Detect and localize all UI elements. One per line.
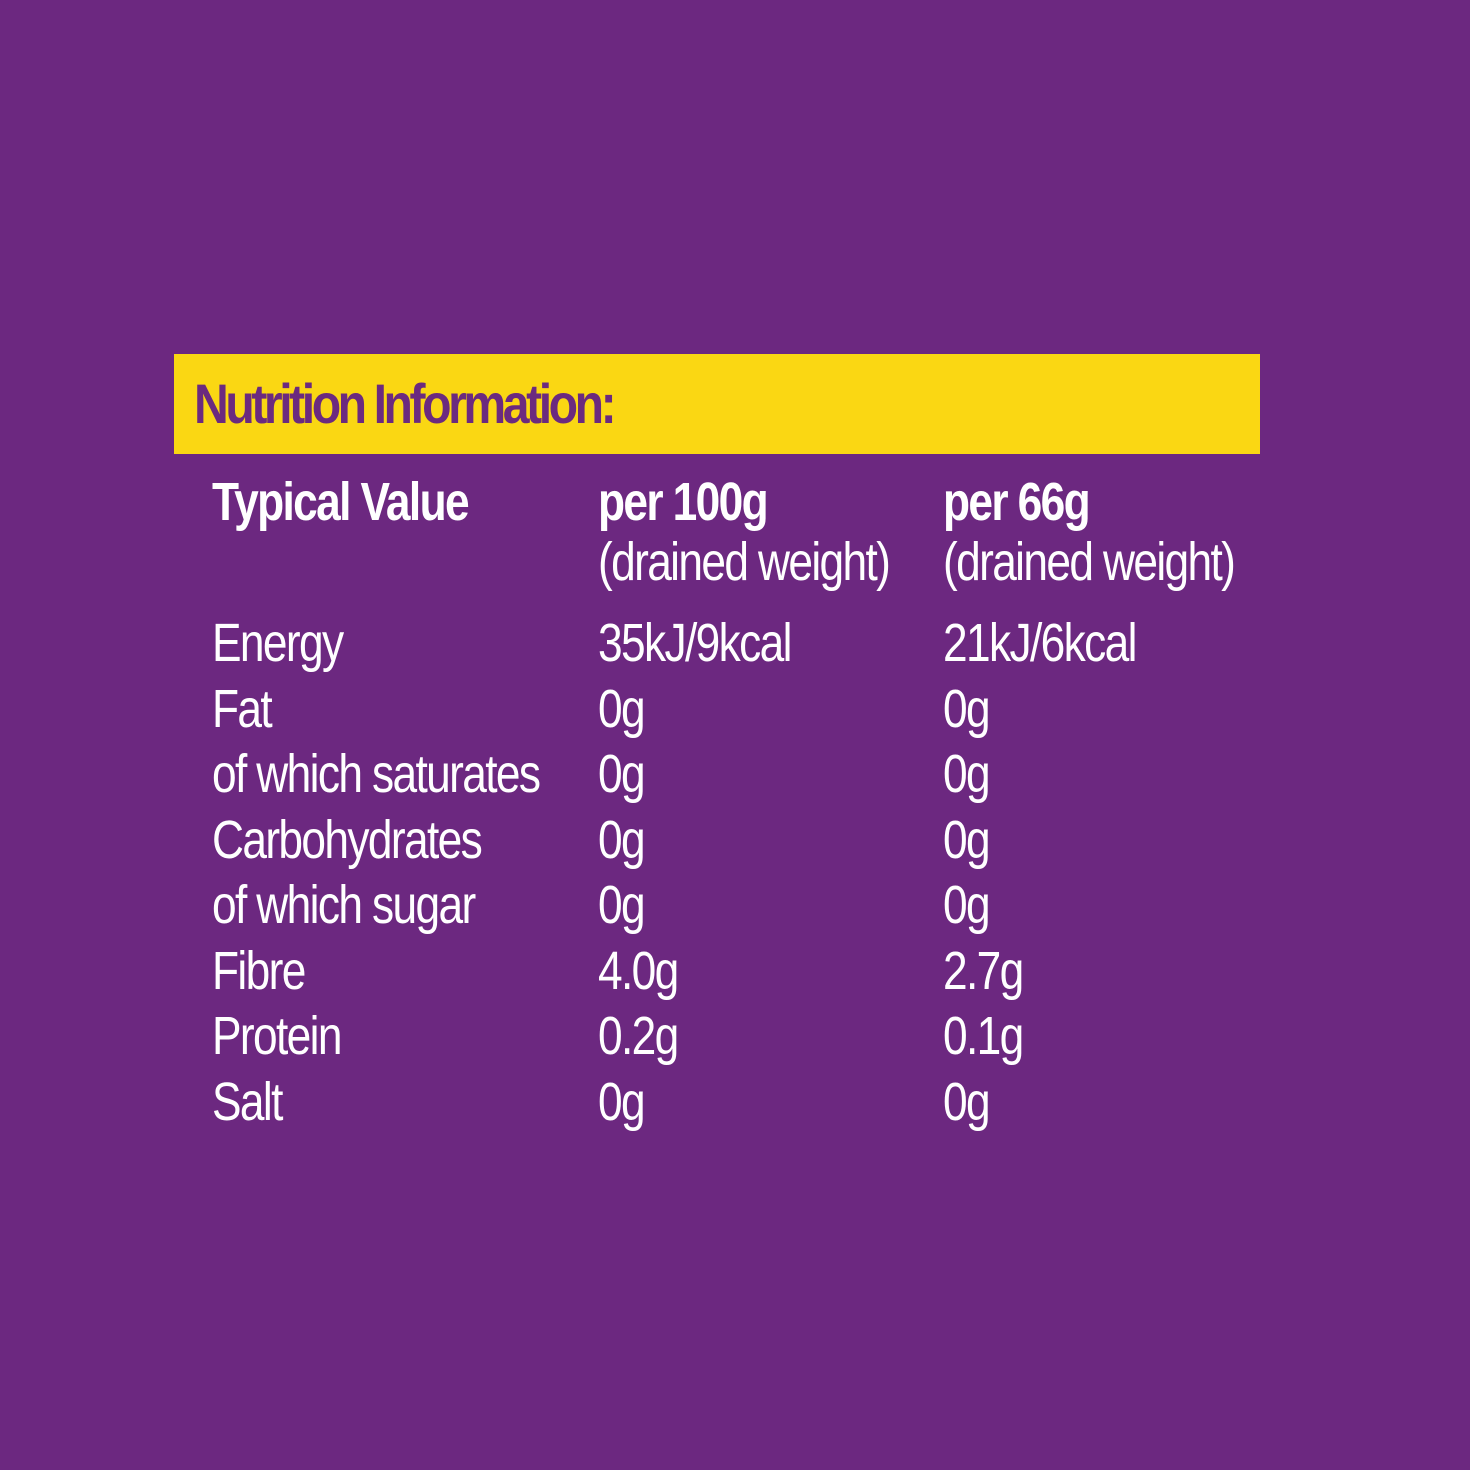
nutrient-name: Fibre [212,940,306,1001]
value-per-100g: 0g [598,1071,646,1132]
value-per-66g: 0g [943,678,991,739]
value-per-100g: 0g [598,678,646,739]
nutrition-table: Typical Value per 100g (drained weight) … [212,472,1252,1136]
header-per-100g-note: (drained weight) [598,532,891,592]
value-per-100g: 0g [598,744,646,804]
header-typical-value-label: Typical Value [212,472,470,532]
nutrient-name: Energy [212,613,344,673]
table-row: of which sugar 0g 0g [212,874,1252,940]
table-row: Energy 35kJ/9kcal 21kJ/6kcal [212,612,1252,678]
table-row: Carbohydrates 0g 0g [212,809,1252,875]
value-per-100g: 35kJ/9kcal [598,613,792,673]
nutrient-name: Carbohydrates [212,809,483,870]
value-per-66g: 0g [943,809,991,870]
table-row: Fat 0g 0g [212,678,1252,744]
title-bar: Nutrition Information: [174,354,1260,454]
value-per-66g: 0g [943,1071,991,1132]
header-per-100g: per 100g (drained weight) [598,472,891,592]
value-per-66g: 2.7g [943,940,1024,1001]
table-row: Fibre 4.0g 2.7g [212,940,1252,1006]
nutrition-title: Nutrition Information: [194,372,617,435]
nutrient-name: Protein [212,1006,342,1066]
nutrient-name: of which sugar [212,875,476,935]
nutrient-name: of which saturates [212,744,541,804]
header-per-66g-label: per 66g [943,472,1091,532]
header-per-100g-label: per 100g [598,472,769,532]
value-per-66g: 21kJ/6kcal [943,613,1137,673]
header-typical-value: Typical Value [212,472,470,532]
value-per-66g: 0g [943,875,991,935]
value-per-66g: 0.1g [943,1006,1024,1066]
value-per-100g: 0g [598,875,646,935]
header-per-66g-note: (drained weight) [943,532,1236,592]
table-header-row: Typical Value per 100g (drained weight) … [212,472,1252,612]
nutrient-name: Fat [212,678,273,739]
nutrition-label: Nutrition Information: Typical Value per… [174,354,1262,1154]
value-per-100g: 0.2g [598,1006,679,1066]
value-per-100g: 0g [598,809,646,870]
header-per-66g: per 66g (drained weight) [943,472,1236,592]
table-row: Salt 0g 0g [212,1071,1252,1137]
value-per-100g: 4.0g [598,940,679,1001]
table-row: Protein 0.2g 0.1g [212,1005,1252,1071]
value-per-66g: 0g [943,744,991,804]
table-row: of which saturates 0g 0g [212,743,1252,809]
nutrient-name: Salt [212,1071,283,1132]
